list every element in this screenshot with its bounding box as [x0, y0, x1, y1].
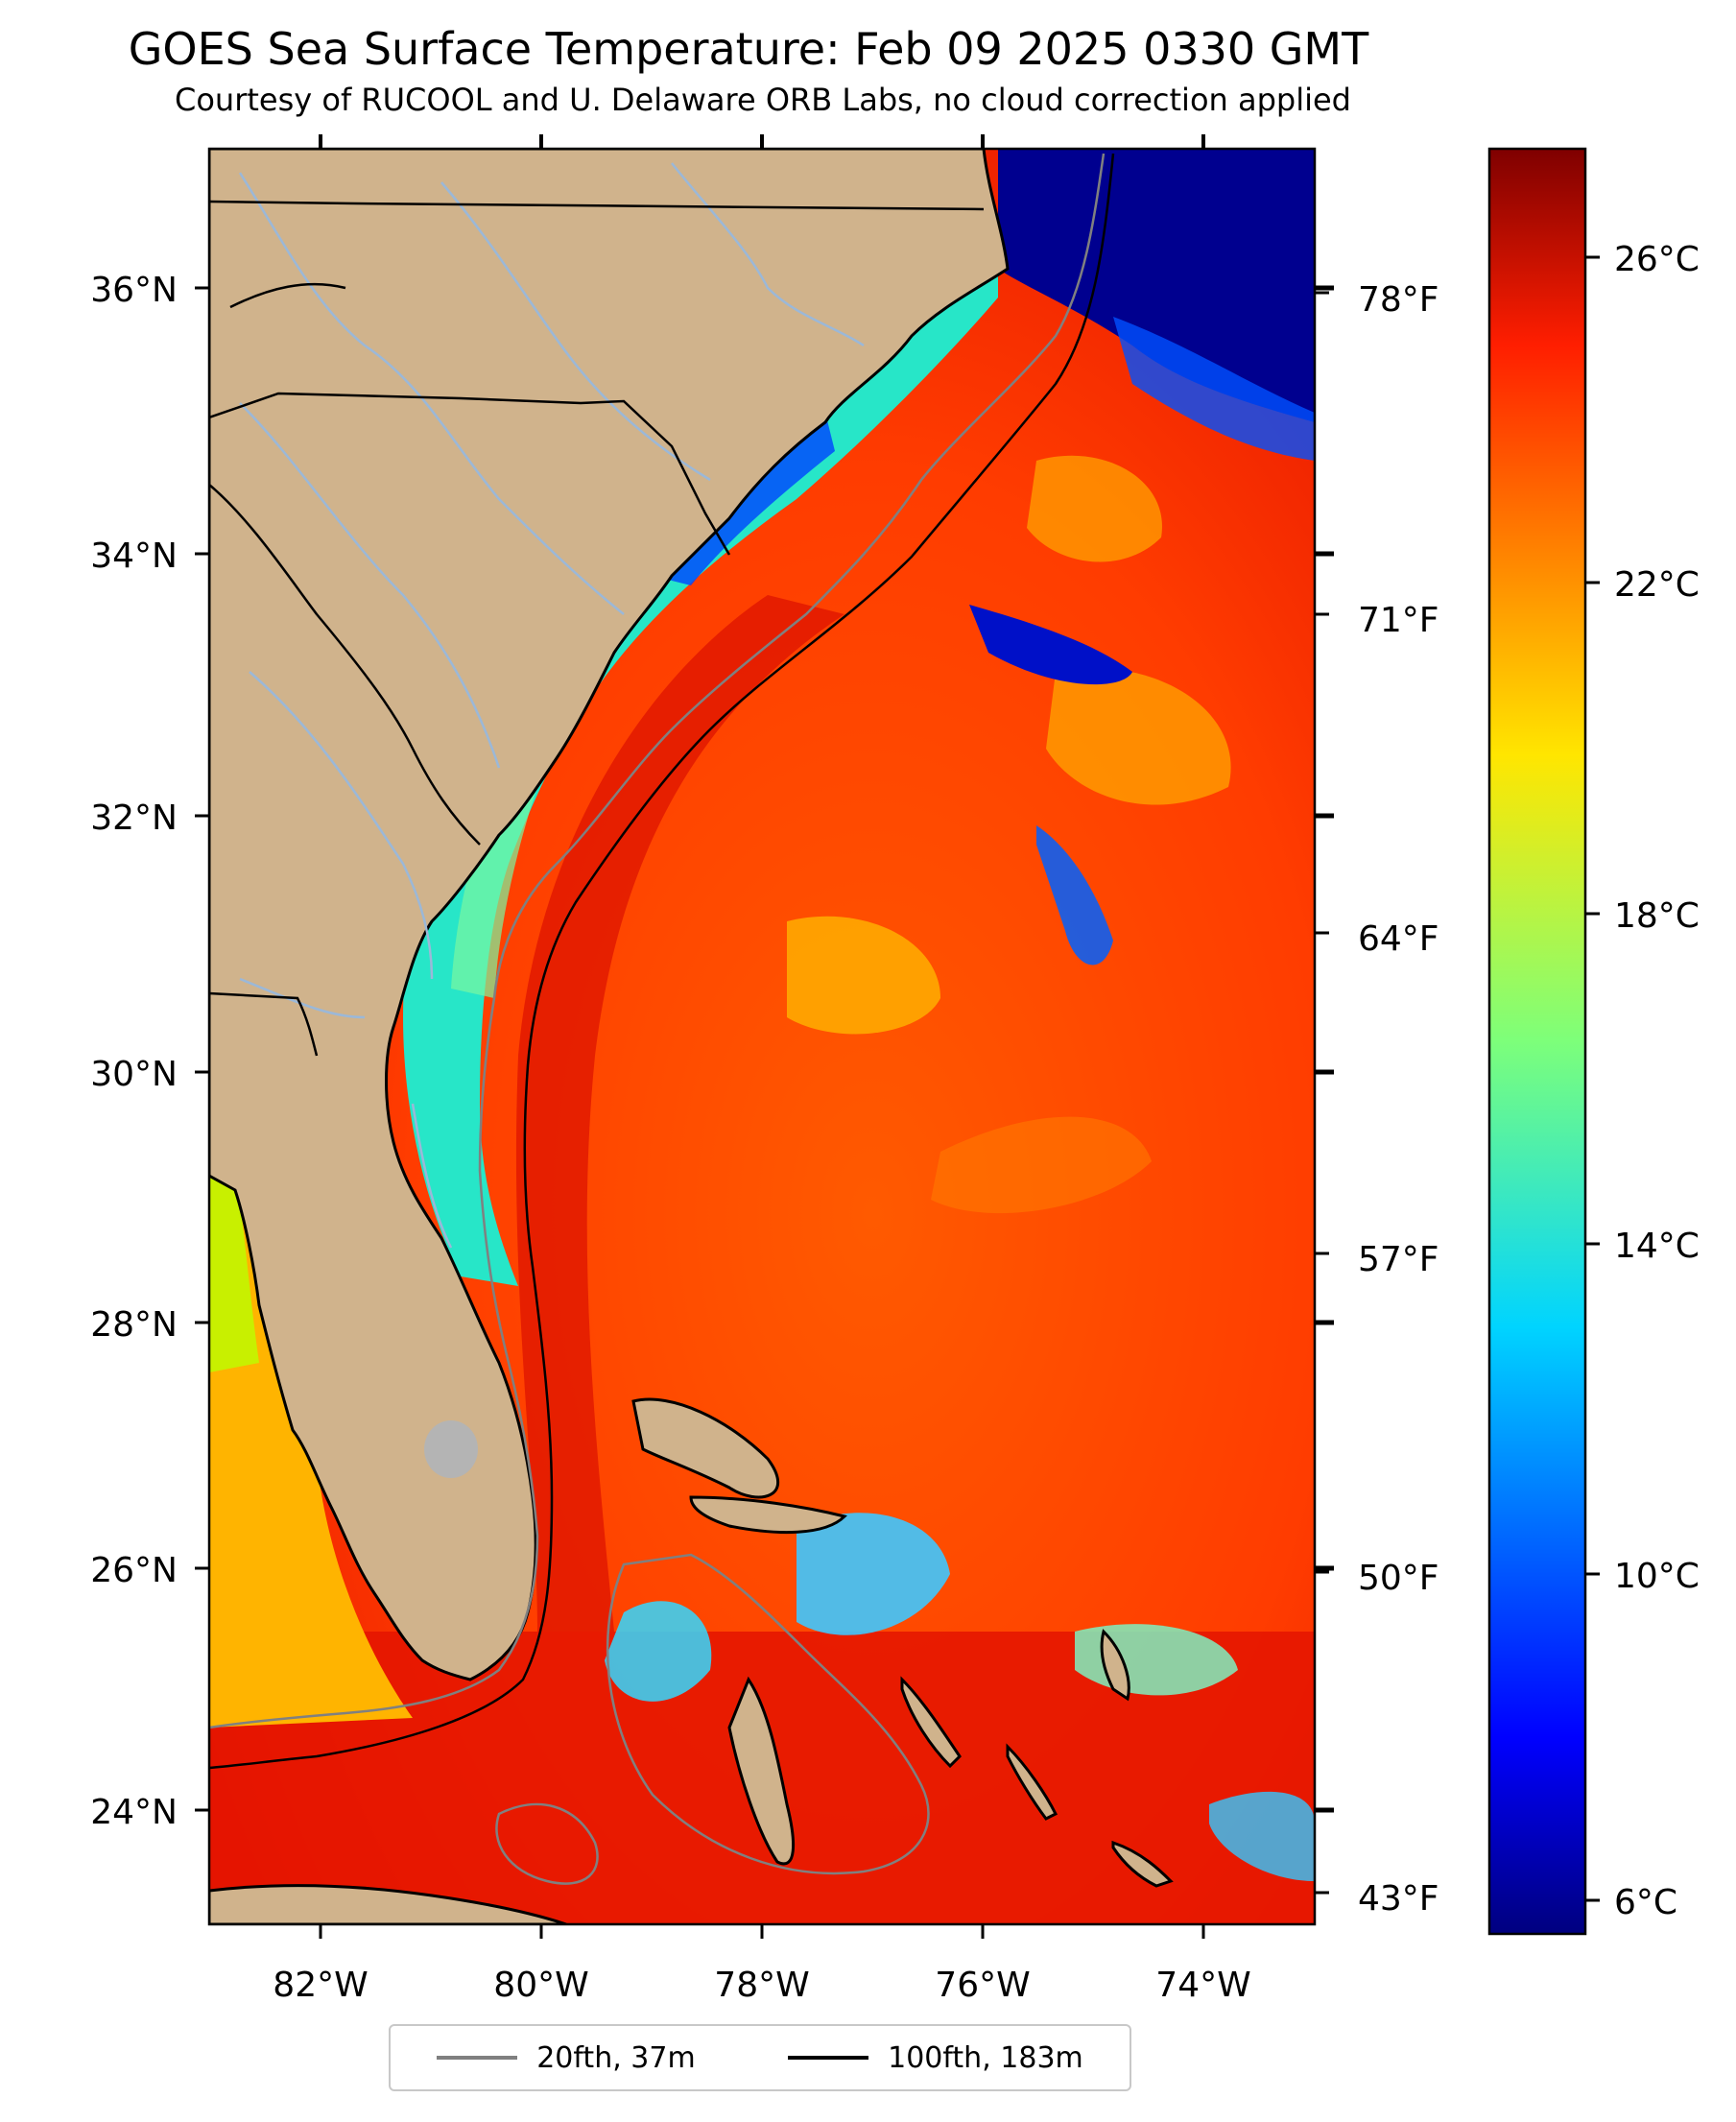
legend-label: 100fth, 183m [888, 2040, 1083, 2075]
colorbar-labels: 26°C 22°C 18°C 14°C 10°C 6°C [1614, 240, 1700, 1922]
lat-label: 32°N [90, 799, 178, 838]
lat-label: 26°N [90, 1551, 178, 1590]
lon-label: 80°W [493, 1966, 588, 2005]
lon-label: 78°W [714, 1966, 809, 2005]
bahamas-islands [631, 1397, 1174, 1888]
fahrenheit-label: 64°F [1358, 919, 1439, 959]
colorbar-label: 14°C [1614, 1227, 1700, 1266]
fahrenheit-label: 78°F [1358, 280, 1439, 320]
left-ticks [195, 286, 209, 1812]
map-subtitle: Courtesy of RUCOOL and U. Delaware ORB L… [175, 82, 1351, 118]
longitude-labels: 82°W 80°W 78°W 76°W 74°W [273, 1966, 1250, 2005]
isobath-20fth [209, 153, 1106, 1729]
land-us-southeast [209, 149, 1010, 1681]
latitude-labels: 36°N 34°N 32°N 30°N 28°N 26°N 24°N [90, 271, 178, 1832]
cuba-coast [209, 1884, 567, 1924]
lat-label: 24°N [90, 1793, 178, 1832]
legend-line-black [788, 2056, 869, 2060]
right-ticks [1315, 285, 1334, 1813]
fahrenheit-label: 71°F [1358, 601, 1439, 640]
state-borders [209, 200, 985, 1057]
rivers [238, 162, 865, 1249]
map-panel [209, 149, 1315, 1924]
lat-label: 28°N [90, 1305, 178, 1345]
fahrenheit-label: 43°F [1358, 1879, 1439, 1919]
warm-patch [931, 1116, 1152, 1214]
legend-item-20fth: 20fth, 37m [437, 2040, 696, 2075]
legend-line-gray [437, 2056, 518, 2060]
lat-label: 30°N [90, 1055, 178, 1094]
lat-label: 36°N [90, 271, 178, 310]
warm-patch [1027, 455, 1162, 562]
gulf-stream-core [515, 595, 844, 1632]
legend-label: 20fth, 37m [536, 2040, 696, 2075]
lake-okeechobee [424, 1420, 478, 1478]
bahama-banks-cool [797, 1513, 950, 1635]
colorbar-label: 22°C [1614, 565, 1700, 605]
fahrenheit-label: 50°F [1358, 1559, 1439, 1598]
lon-label: 76°W [935, 1966, 1030, 2005]
fahrenheit-label: 57°F [1358, 1240, 1439, 1279]
lon-label: 74°W [1155, 1966, 1250, 2005]
colorbar-label: 10°C [1614, 1557, 1700, 1596]
warm-patch [787, 916, 940, 1035]
fahrenheit-labels: 78°F 71°F 64°F 57°F 50°F 43°F [1358, 280, 1439, 1919]
legend-item-100fth: 100fth, 183m [788, 2041, 1083, 2075]
cold-water-northeast [998, 149, 1315, 422]
map-title: GOES Sea Surface Temperature: Feb 09 202… [128, 23, 1369, 75]
top-ticks [319, 134, 1205, 149]
colorbar [1487, 147, 1587, 1936]
warm-patch [1046, 668, 1231, 805]
bottom-ticks [319, 1924, 1205, 1939]
colorbar-ticks [1585, 255, 1600, 1902]
cold-filament [969, 605, 1132, 685]
colorbar-label: 26°C [1614, 240, 1700, 279]
isobath-legend: 20fth, 37m 100fth, 183m [389, 2024, 1131, 2091]
fahrenheit-ticks [1315, 291, 1329, 1895]
lat-label: 34°N [90, 536, 178, 576]
colorbar-label: 18°C [1614, 896, 1700, 936]
lon-label: 82°W [273, 1966, 368, 2005]
isobath-100fth [209, 153, 1115, 1770]
colorbar-label: 6°C [1614, 1883, 1677, 1922]
